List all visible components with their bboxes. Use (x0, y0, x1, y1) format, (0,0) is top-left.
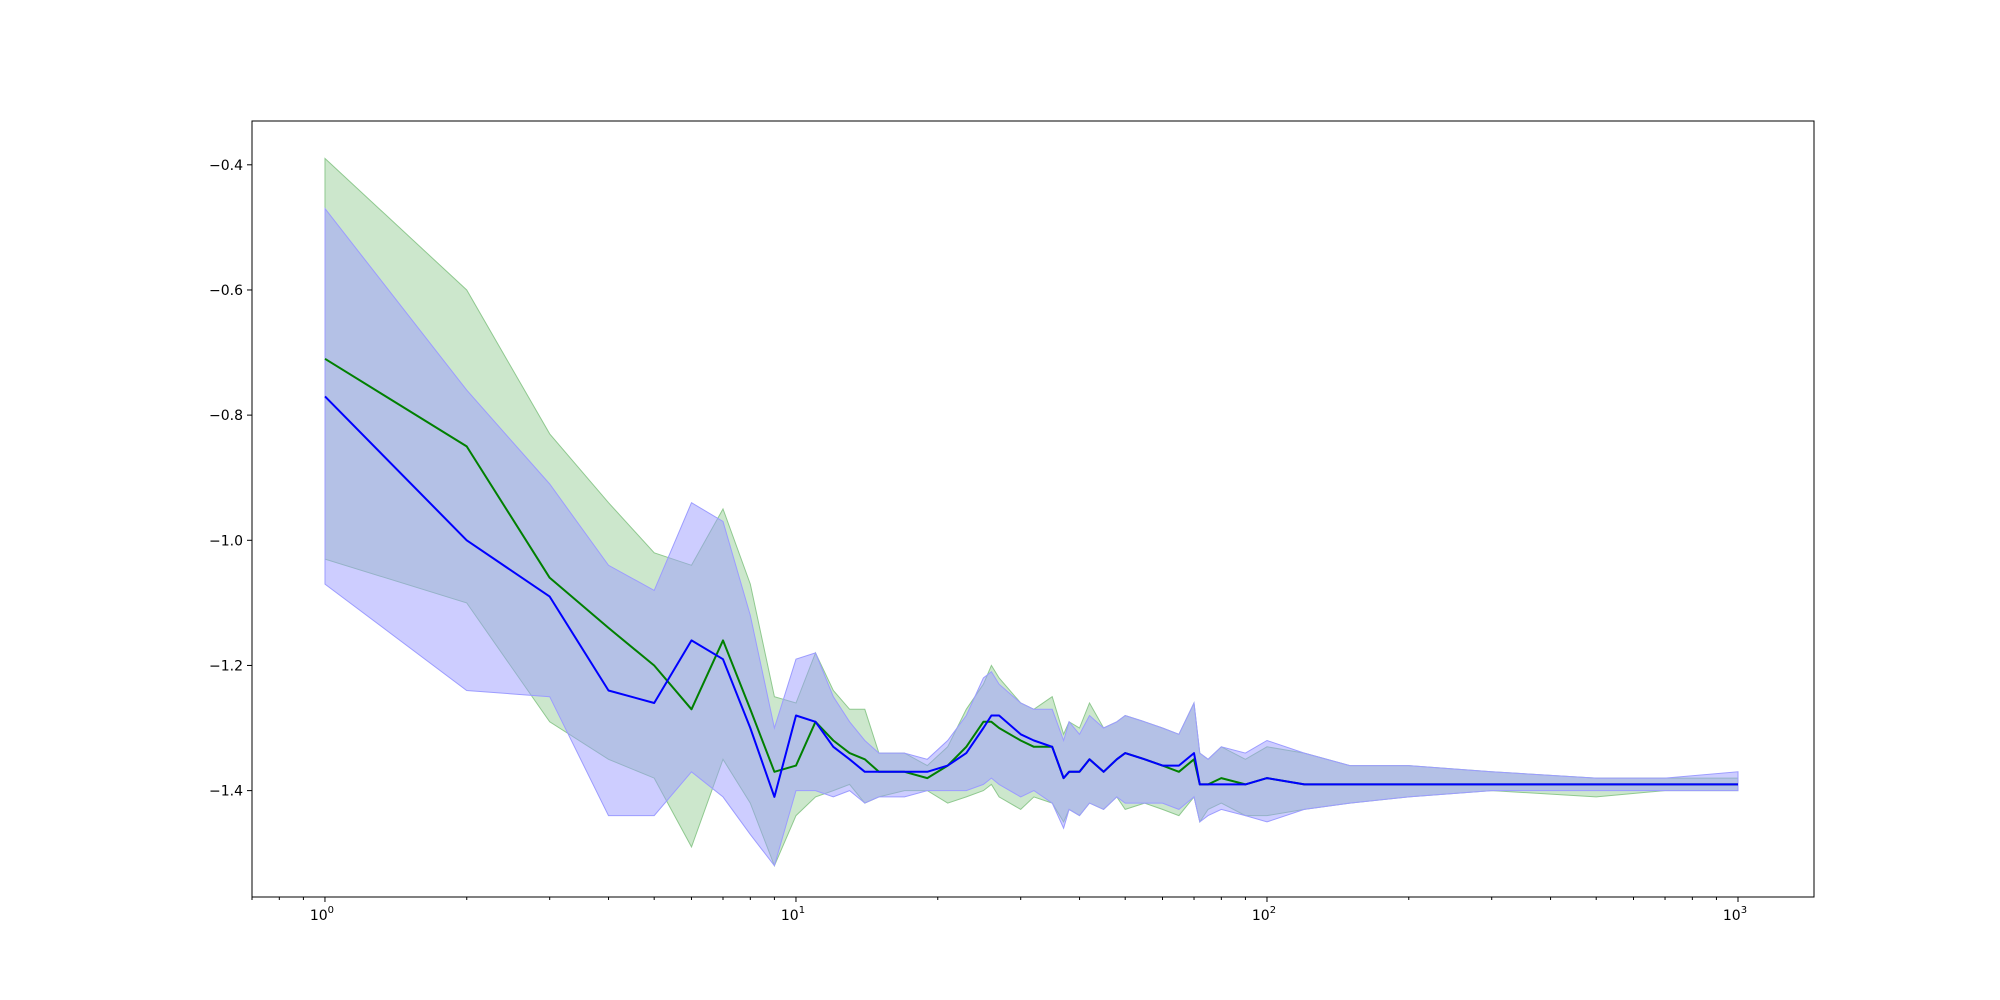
y-tick-label: −1.2 (209, 658, 243, 674)
y-tick-label: −0.8 (209, 408, 243, 424)
axes-frame (251, 120, 1815, 898)
y-tick-label: −1.4 (209, 784, 243, 800)
y-tick-label: −1.0 (209, 533, 243, 549)
confidence-bands (324, 157, 1739, 868)
series-2-band (324, 207, 1739, 867)
y-axis: −0.4 −0.6 −0.8 −1.0 −1.2 −1.4 (209, 158, 252, 800)
y-tick-label: −0.6 (209, 283, 243, 299)
y-tick-label: −0.4 (209, 158, 243, 174)
x-tick-exponent: 1 (799, 905, 805, 916)
x-tick-exponent: 3 (1741, 905, 1747, 916)
series-2-line (324, 395, 1738, 798)
series-lines (324, 357, 1738, 798)
x-tick-exponent: 2 (1270, 905, 1276, 916)
x-tick-exponent: 0 (328, 905, 334, 916)
plot-area (324, 157, 1739, 868)
